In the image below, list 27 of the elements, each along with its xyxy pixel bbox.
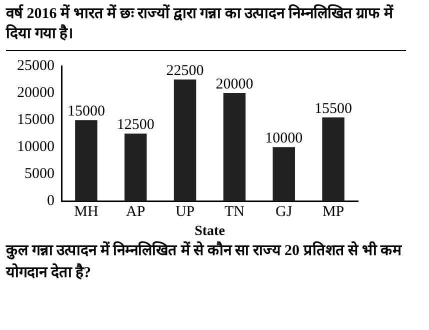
x-tick-label: MP (322, 204, 344, 220)
data-label: 15500 (314, 100, 352, 117)
data-label: 10000 (265, 130, 303, 147)
bar (174, 80, 196, 202)
data-label: 12500 (116, 117, 154, 134)
chart-title: वर्ष 2016 में भारत में छः राज्यों द्वारा गन्ना का उत्पादन निम्नलिखित ग्राफ में दिया गया है। (6, 4, 406, 51)
bar (124, 134, 147, 202)
bar (272, 147, 295, 202)
y-tick-label: 20000 (17, 84, 54, 101)
x-tick-label: MH (74, 204, 98, 220)
bar (322, 117, 344, 202)
y-tick-label: 0 (47, 193, 54, 210)
x-tick-label: GJ (276, 204, 292, 220)
x-tick-label: UP (175, 204, 195, 220)
y-tick-label: 10000 (17, 139, 54, 156)
text: कुल गन्ना उत्पादन में निम्नलिखित में से कौन सा राज्य 20 प्रतिशत से भी कम योगदान देता है? (6, 240, 403, 283)
bar (75, 120, 98, 202)
data-label: 20000 (216, 76, 254, 92)
data-label: 15000 (67, 104, 105, 120)
x-tick-label: TN (224, 204, 245, 220)
y-tick-label: 5000 (24, 166, 54, 182)
y-tick-label: 15000 (17, 112, 54, 128)
y-tick-label: 25000 (17, 58, 54, 74)
x-tick-label: AP (126, 204, 146, 220)
bar (223, 93, 246, 202)
data-label: 22500 (166, 62, 204, 79)
x-axis-title: State (194, 224, 225, 240)
